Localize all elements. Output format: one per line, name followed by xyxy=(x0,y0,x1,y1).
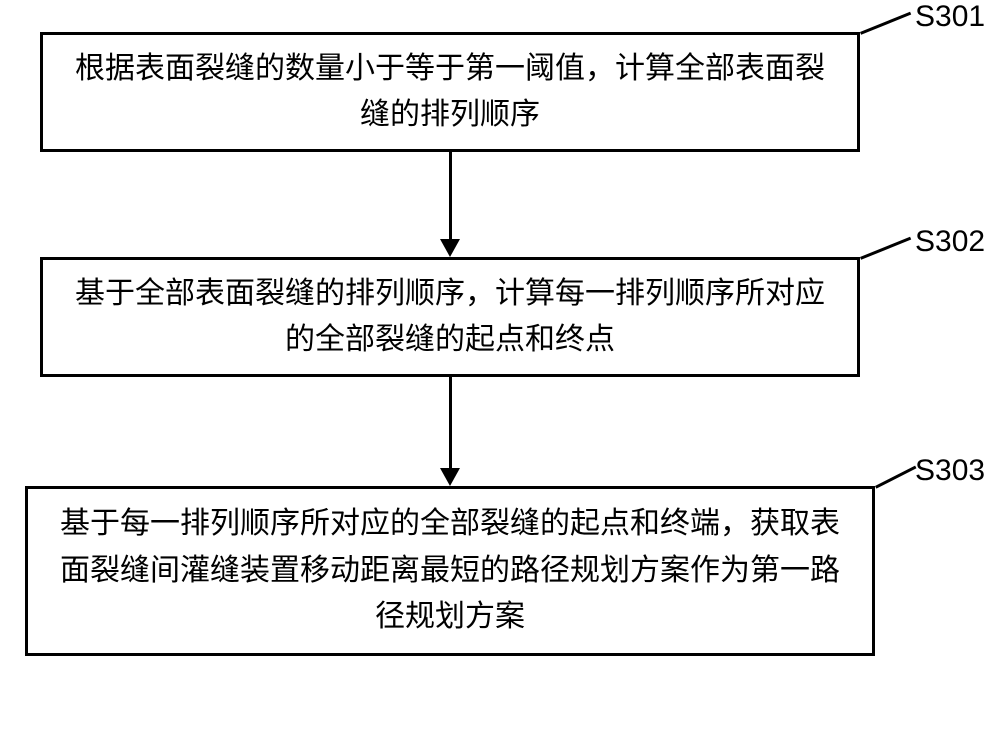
arrow-shaft xyxy=(449,152,452,239)
step-label-s303: S303 xyxy=(915,454,985,488)
step-label-s301: S301 xyxy=(915,0,985,34)
arrow-down-icon xyxy=(440,239,460,257)
leader-line xyxy=(860,12,911,35)
flow-node-text: 根据表面裂缝的数量小于等于第一阈值，计算全部表面裂缝的排列顺序 xyxy=(71,46,829,139)
flow-node-n2: 基于全部表面裂缝的排列顺序，计算每一排列顺序所对应的全部裂缝的起点和终点 xyxy=(40,257,860,377)
flow-node-n3: 基于每一排列顺序所对应的全部裂缝的起点和终端，获取表面裂缝间灌缝装置移动距离最短… xyxy=(25,486,875,656)
flow-node-text: 基于全部表面裂缝的排列顺序，计算每一排列顺序所对应的全部裂缝的起点和终点 xyxy=(71,271,829,364)
leader-line xyxy=(860,237,911,260)
leader-line xyxy=(875,466,916,489)
flow-node-text: 基于每一排列顺序所对应的全部裂缝的起点和终端，获取表面裂缝间灌缝装置移动距离最短… xyxy=(56,501,844,641)
arrow-shaft xyxy=(449,377,452,468)
arrow-down-icon xyxy=(440,468,460,486)
flow-node-n1: 根据表面裂缝的数量小于等于第一阈值，计算全部表面裂缝的排列顺序 xyxy=(40,32,860,152)
step-label-s302: S302 xyxy=(915,225,985,259)
